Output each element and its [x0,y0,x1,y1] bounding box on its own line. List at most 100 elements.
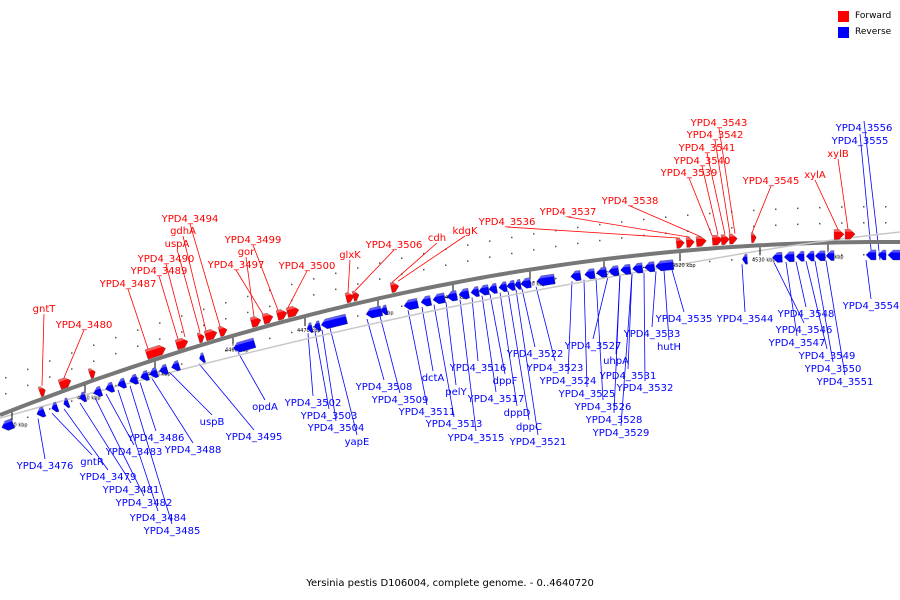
reverse-gene-arrow [198,352,206,363]
leader-line [521,288,536,348]
track-dot [181,331,183,333]
track-dot [731,227,733,229]
track-dot [599,239,601,242]
track-dot [93,344,95,346]
track-dot [687,214,689,216]
reverse-gene-arrow [61,397,71,409]
tick-label-4530-kbp: 4530 kbp [752,257,776,263]
track-dot [291,331,293,334]
gene-label-uhpa: uhpA [603,356,629,367]
track-dot [511,252,513,255]
leader-line [245,256,255,317]
gene-label-ypd4-3481: YPD4_3481 [102,485,160,496]
forward-gene-arrow [720,234,730,245]
reverse-gene-arrow [632,262,644,274]
leader-line [506,226,681,239]
track-dot [753,257,755,260]
gene-label-ypd4-3548: YPD4_3548 [777,309,835,320]
reverse-gene-arrow [644,261,656,273]
track-dot [577,226,579,229]
gene-label-ypd4-3506: YPD4_3506 [365,240,423,251]
leader-line [671,269,685,313]
legend-item-reverse: Reverse [838,24,891,40]
reverse-gene-arrow [488,283,498,294]
leader-line [814,179,839,230]
reverse-gene-arrow [320,313,348,329]
leader-line [94,397,145,497]
leader-line [507,291,530,421]
leader-line [79,402,132,484]
leader-line [307,333,314,397]
leader-line [105,393,135,446]
leader-line [863,120,881,261]
reverse-gene-arrow [608,265,620,277]
track-dot [71,368,73,370]
leader-line [595,278,604,401]
gene-label-uspb: uspB [200,417,225,428]
track-dot [247,311,249,314]
leader-line [314,331,330,410]
leader-line [366,318,385,381]
leader-line [592,276,609,340]
leader-line [567,281,573,375]
tick-label-4510-kbp: 4510 kbp [596,271,620,277]
forward-gene-arrow [844,229,856,240]
gene-label-ypd4-3537: YPD4_3537 [539,207,597,218]
track-dot [555,277,557,280]
forward-gene-arrow [750,232,757,243]
track-dot [93,360,95,362]
gene-label-ypd4-3476: YPD4_3476 [16,461,74,472]
leader-line [158,275,179,340]
leader-line [347,259,351,293]
reverse-gene-arrow [104,381,116,393]
map-caption: Yersinia pestis D106004, complete genome… [306,578,594,589]
reverse-gene-arrow [35,406,47,418]
reverse-gene-arrow [380,304,389,316]
gene-label-ypd4-3486: YPD4_3486 [127,433,185,444]
track-dot [511,236,513,239]
forward-gene-arrow [196,331,205,344]
leader-line [795,261,807,308]
track-dot [841,222,843,224]
leader-line [63,408,109,471]
track-dot [357,283,359,285]
gene-label-dppf: dppF [493,376,518,387]
label-leader-lines [37,120,881,525]
leader-line [433,304,455,418]
track-dot [863,222,865,224]
reverse-gene-arrow [458,287,470,300]
track-dot [599,223,601,226]
track-dot [137,345,139,347]
gene-label-yape: yapE [345,437,370,448]
track-dot [533,233,535,235]
leader-line [127,288,149,349]
gene-label-ypd4-3485: YPD4_3485 [143,526,201,537]
forward-gene-arrow [351,290,360,302]
track-dot [159,322,161,324]
leader-line [182,235,207,331]
gene-label-ypd4-3504: YPD4_3504 [307,423,365,434]
leader-line [41,313,45,386]
track-dot [753,209,755,212]
gene-label-ypd4-3524: YPD4_3524 [539,376,597,387]
forward-gene-arrow [695,235,707,247]
gene-label-ypd4-3495: YPD4_3495 [225,432,283,443]
leader-line [627,273,633,370]
track-dot [709,260,711,263]
track-dot [731,259,733,261]
reverse-gene-arrow [570,270,582,282]
leader-line [391,242,438,283]
reverse-gene-arrow [877,249,887,261]
track-dot [445,296,447,298]
forward-gene-arrow [57,375,72,390]
track-dot [423,252,425,255]
gene-label-ypd4-3502: YPD4_3502 [284,398,342,409]
track-dot [203,308,205,311]
leader-line [615,275,621,355]
reverse-gene-arrow [536,273,556,286]
leader-line [321,329,337,422]
track-dot [115,336,117,339]
gene-label-ypd4-3551: YPD4_3551 [816,377,874,388]
leader-line [252,244,279,311]
gene-label-ypd4-3544: YPD4_3544 [716,314,774,325]
